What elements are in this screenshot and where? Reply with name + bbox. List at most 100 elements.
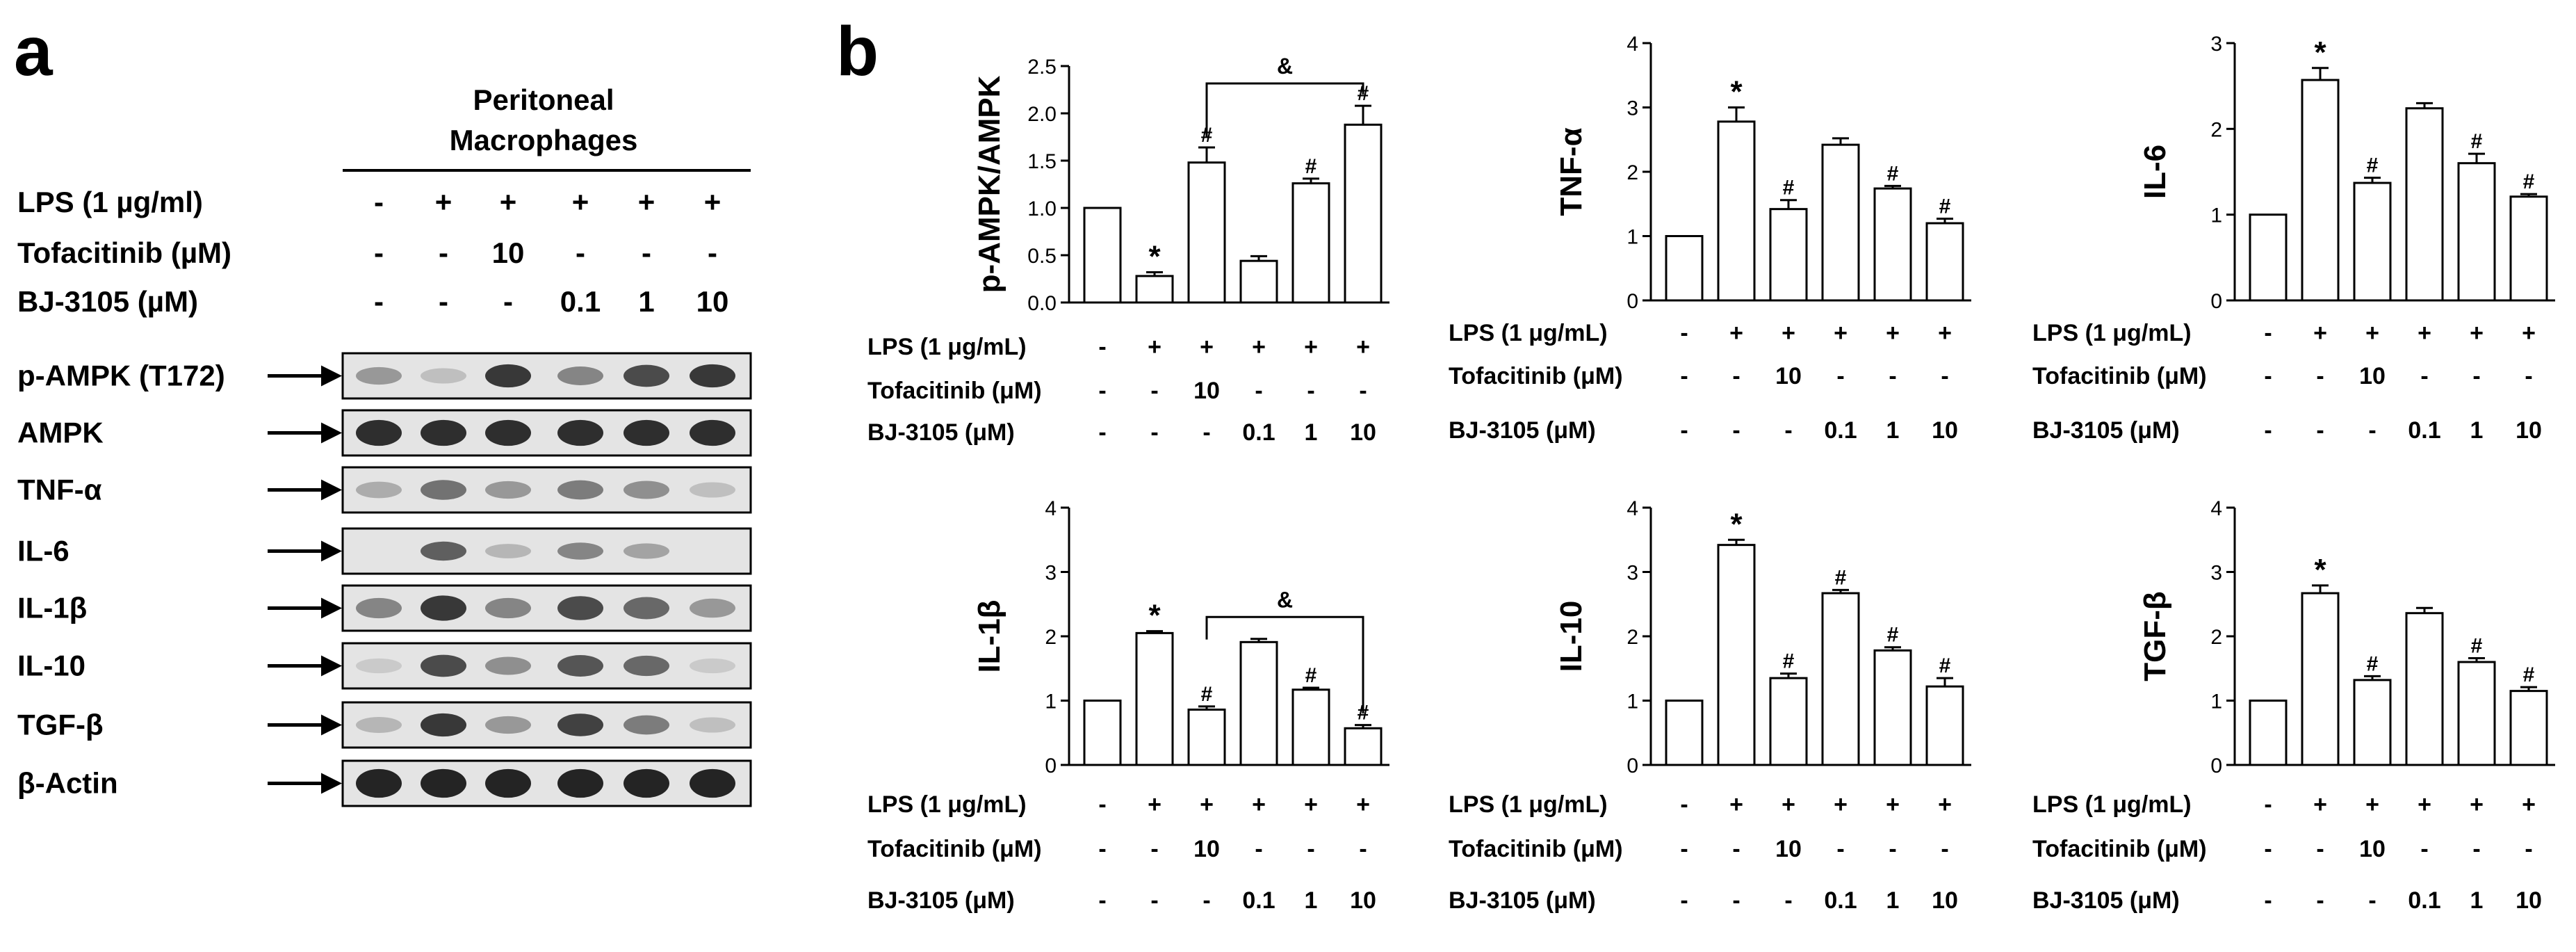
- condition-value: -: [1098, 887, 1106, 914]
- arrow-head-icon: [321, 365, 342, 387]
- bar: [1769, 208, 1808, 302]
- condition-value: -: [1150, 887, 1158, 914]
- y-axis-label: IL-6: [2138, 145, 2172, 199]
- significance-bracket: [1205, 615, 1364, 713]
- bar: [2249, 213, 2288, 302]
- condition-value: +: [1148, 334, 1161, 360]
- blot-box: [341, 701, 752, 749]
- bar: [1187, 708, 1226, 766]
- condition-row-label: Tofacitinib (μM): [867, 836, 1042, 862]
- condition-value: 0.1: [1824, 887, 1857, 914]
- bar: [1291, 688, 1330, 766]
- condition-value: 10: [2516, 417, 2542, 444]
- y-tick-label: 2.0: [1027, 103, 1057, 126]
- blot-band: [421, 368, 466, 384]
- condition-value: -: [439, 285, 448, 318]
- condition-value: -: [1784, 417, 1792, 444]
- blot-box: [341, 642, 752, 690]
- condition-value: -: [1889, 836, 1896, 862]
- condition-value: -: [1098, 378, 1106, 404]
- condition-value: -: [1889, 363, 1896, 389]
- condition-value: 0.1: [2408, 887, 2440, 914]
- y-tick-label: 3: [2210, 562, 2222, 585]
- condition-value: 10: [1350, 887, 1376, 914]
- significance-mark: *: [1148, 599, 1161, 633]
- condition-value: 10: [1775, 836, 1802, 862]
- significance-mark: *: [1148, 239, 1161, 273]
- significance-mark: #: [1201, 683, 1213, 706]
- condition-value: -: [2264, 417, 2272, 444]
- blot-band: [690, 419, 735, 446]
- panel-b-bar-charts: 0.0 0.5 1.0 1.5 2.0 2.5 p-AMPK/AMPK * # # # & LPS (1…: [867, 33, 2555, 914]
- condition-value: -: [1680, 417, 1688, 444]
- condition-value: -: [1150, 419, 1158, 446]
- significance-mark: *: [2314, 553, 2326, 587]
- condition-value: -: [1836, 363, 1844, 389]
- significance-mark: #: [2471, 634, 2483, 657]
- condition-value: +: [1356, 791, 1370, 818]
- panel-b-label: b: [836, 13, 879, 90]
- blot-band: [623, 655, 669, 677]
- y-tick-label: 4: [1627, 497, 1638, 520]
- condition-value: +: [2418, 791, 2431, 818]
- condition-value: -: [2316, 417, 2324, 444]
- condition-value: -: [2368, 887, 2376, 914]
- condition-row-label: LPS (1 μg/mL): [867, 334, 1027, 360]
- significance-mark: #: [1887, 624, 1899, 647]
- blot-band: [623, 419, 669, 446]
- blot-band: [623, 364, 669, 387]
- bar: [1717, 544, 1756, 766]
- bar: [1873, 187, 1912, 302]
- condition-value: -: [2264, 363, 2272, 389]
- blot-band: [356, 597, 402, 619]
- blot-band: [356, 717, 402, 733]
- condition-value: 10: [1350, 419, 1376, 446]
- condition-row-label: LPS (1 μg/mL): [1449, 791, 1608, 818]
- y-axis-label: TGF-β: [2138, 591, 2172, 681]
- condition-row-label: LPS (1 μg/mL): [2032, 791, 2192, 818]
- blot-band: [485, 656, 531, 675]
- condition-value: -: [1680, 363, 1688, 389]
- condition-row-label: BJ-3105 (μM): [2032, 887, 2180, 914]
- blot-band: [421, 419, 466, 446]
- blot-band: [421, 595, 466, 621]
- bar: [1135, 275, 1174, 304]
- condition-value: 0.1: [1824, 417, 1857, 444]
- blot-label: β-Actin: [17, 767, 118, 800]
- bar: [1769, 677, 1808, 766]
- condition-value: -: [1098, 419, 1106, 446]
- y-tick-label: 2: [2210, 118, 2222, 141]
- condition-row-label: BJ-3105 (µM): [17, 285, 198, 318]
- condition-value: -: [439, 236, 448, 269]
- condition-value: -: [374, 236, 384, 269]
- bar: [1665, 235, 1704, 302]
- bar: [2405, 612, 2444, 766]
- bar: [1925, 222, 1964, 302]
- condition-value: 1: [1305, 887, 1318, 914]
- y-tick-label: 1: [1045, 691, 1057, 713]
- condition-row-label: LPS (1 µg/ml): [17, 186, 203, 218]
- condition-row-label: Tofacitinib (μM): [1449, 363, 1623, 389]
- y-tick-label: 1.5: [1027, 150, 1057, 173]
- blot-band: [356, 419, 402, 446]
- panel-a-label: a: [14, 13, 54, 90]
- significance-mark: *: [1730, 507, 1743, 541]
- condition-value: -: [1098, 836, 1106, 862]
- condition-value: -: [2264, 836, 2272, 862]
- condition-value: -: [1836, 836, 1844, 862]
- blot-band: [690, 482, 735, 498]
- bar: [1083, 700, 1122, 766]
- condition-value: +: [638, 186, 655, 218]
- condition-value: 1: [2470, 417, 2484, 444]
- blot-label: TGF-β: [17, 709, 104, 741]
- blot-band: [485, 544, 531, 558]
- bar: [1291, 182, 1330, 304]
- bar: [1239, 259, 1278, 304]
- condition-value: 10: [1932, 417, 1958, 444]
- bar: [1821, 592, 1860, 766]
- blot-band: [557, 366, 603, 385]
- condition-value: +: [1782, 320, 1795, 346]
- blot-box: [341, 352, 752, 400]
- condition-value: +: [2470, 791, 2484, 818]
- condition-value: +: [1886, 791, 1900, 818]
